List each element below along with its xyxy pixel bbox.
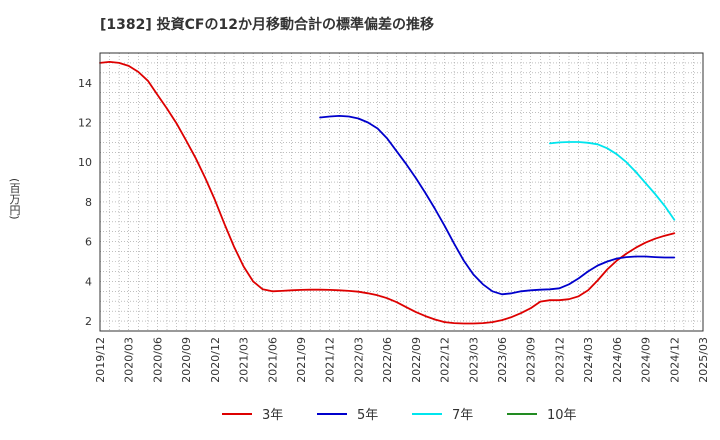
x-tick-label: 2021/09 (295, 337, 308, 383)
chart-title: [1382] 投資CFの12か月移動合計の標準偏差の推移 (100, 17, 434, 33)
x-tick-label: 2024/12 (668, 337, 681, 383)
x-tick-label: 2021/06 (266, 337, 279, 383)
legend-label-1: 3年 (262, 408, 283, 423)
x-tick-label: 2024/09 (640, 337, 653, 383)
x-tick-label: 2020/09 (180, 337, 193, 383)
x-tick-label: 2022/09 (410, 337, 423, 383)
x-tick-label: 2020/06 (151, 337, 164, 383)
x-tick-label: 2021/12 (324, 337, 337, 383)
x-tick-label: 2024/03 (582, 337, 595, 383)
y-tick-label: 12 (78, 117, 92, 130)
series-line-3 (549, 141, 676, 221)
x-tick-label: 2022/03 (352, 337, 365, 383)
x-tick-label: 2024/06 (611, 337, 624, 383)
legend: 3年 5年 7年 10年 (222, 408, 577, 423)
x-tick-label: 2022/12 (439, 337, 452, 383)
y-tick-label: 6 (85, 236, 92, 249)
y-tick-label: 14 (78, 77, 92, 90)
legend-label-2: 5年 (357, 408, 378, 423)
x-tick-label: 2020/03 (123, 337, 136, 383)
x-tick-label: 2025/03 (697, 337, 710, 383)
x-tick-label: 2021/03 (238, 337, 251, 383)
x-tick-label: 2023/12 (553, 337, 566, 383)
plot-area (100, 53, 703, 331)
y-tick-label: 10 (78, 156, 92, 169)
y-axis-unit-label: (百万円) (8, 178, 21, 220)
legend-label-4: 10年 (547, 408, 577, 423)
x-tick-label: 2020/12 (209, 337, 222, 383)
x-tick-label: 2023/06 (496, 337, 509, 383)
legend-label-3: 7年 (452, 408, 473, 423)
x-tick-label: 2023/09 (525, 337, 538, 383)
x-tick-label: 2019/12 (94, 337, 107, 383)
y-tick-label: 2 (85, 315, 92, 328)
y-tick-label: 4 (85, 275, 92, 288)
x-tick-label: 2022/06 (381, 337, 394, 383)
plot-frame (99, 52, 704, 332)
y-tick-label: 8 (85, 196, 92, 209)
x-tick-label: 2023/03 (467, 337, 480, 383)
series-line-2 (319, 115, 676, 296)
series-line-1 (99, 61, 676, 325)
